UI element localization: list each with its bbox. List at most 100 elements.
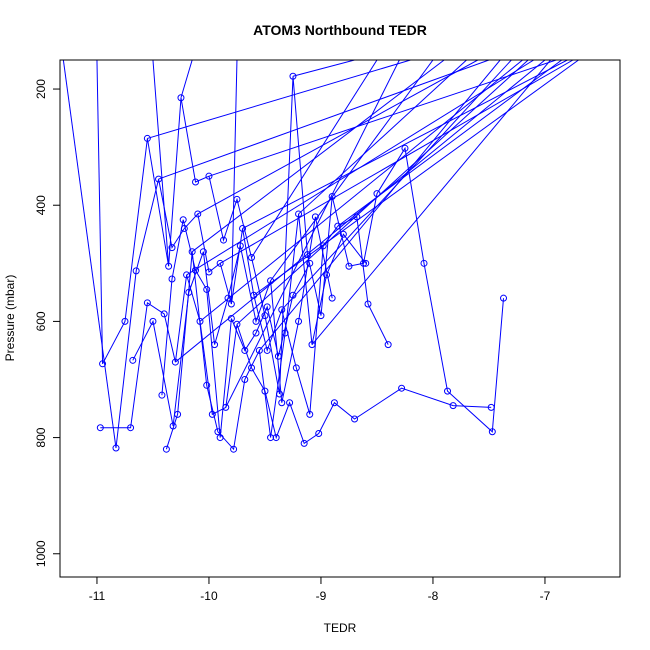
x-tick-label: -10 bbox=[200, 589, 218, 603]
data-point bbox=[255, 346, 263, 354]
series-group bbox=[129, 213, 336, 430]
series-overflow-line bbox=[230, 60, 238, 304]
data-point bbox=[278, 399, 286, 407]
data-point bbox=[353, 213, 361, 221]
data-point bbox=[216, 259, 224, 267]
data-point bbox=[194, 210, 202, 218]
y-tick-label: 200 bbox=[34, 79, 48, 99]
data-point bbox=[308, 341, 316, 349]
series-overflow-line bbox=[180, 60, 193, 98]
data-point bbox=[208, 410, 216, 418]
data-point bbox=[315, 430, 323, 438]
plot-frame bbox=[59, 59, 621, 578]
y-tick-label: 600 bbox=[34, 311, 48, 331]
data-point bbox=[158, 391, 166, 399]
data-point bbox=[168, 275, 176, 283]
series-overflow-line bbox=[337, 60, 563, 227]
data-point bbox=[444, 387, 452, 395]
series-overflow-line bbox=[158, 60, 490, 180]
data-point bbox=[328, 294, 336, 302]
series-line bbox=[115, 178, 389, 449]
data-point bbox=[304, 251, 312, 259]
data-point bbox=[205, 172, 213, 180]
data-point bbox=[183, 271, 191, 279]
data-point bbox=[112, 444, 120, 452]
data-point bbox=[171, 358, 179, 366]
data-point bbox=[162, 445, 170, 453]
data-point bbox=[311, 213, 319, 221]
data-point bbox=[185, 288, 193, 296]
data-point bbox=[300, 439, 308, 447]
data-point bbox=[121, 317, 129, 325]
data-point bbox=[177, 94, 185, 102]
data-point bbox=[500, 294, 508, 302]
data-point bbox=[319, 242, 327, 250]
data-point bbox=[241, 346, 249, 354]
data-point bbox=[99, 360, 107, 368]
data-point bbox=[241, 375, 249, 383]
series-overflow-line bbox=[191, 60, 445, 253]
series-group bbox=[158, 216, 314, 442]
series-overflow-line bbox=[199, 60, 523, 322]
data-point bbox=[398, 384, 406, 392]
data-point bbox=[449, 402, 457, 410]
series-overflow-line bbox=[281, 60, 512, 311]
x-axis: -11 -10 -9 -8 -7 bbox=[89, 577, 551, 603]
series-line bbox=[102, 76, 504, 433]
data-point bbox=[203, 381, 211, 389]
data-point bbox=[364, 300, 372, 308]
data-point bbox=[160, 310, 168, 318]
data-point bbox=[132, 267, 140, 275]
series-overflow-line bbox=[197, 60, 479, 215]
data-point bbox=[165, 262, 173, 270]
data-point bbox=[306, 259, 314, 267]
data-point bbox=[334, 222, 342, 230]
data-point bbox=[248, 254, 256, 262]
series-overflow-line bbox=[258, 60, 501, 351]
data-point bbox=[96, 424, 104, 432]
data-point bbox=[233, 195, 241, 203]
data-point bbox=[362, 259, 370, 267]
data-point bbox=[351, 415, 359, 423]
data-point bbox=[401, 144, 409, 152]
data-point bbox=[129, 356, 137, 364]
data-point bbox=[278, 306, 286, 314]
data-point bbox=[192, 266, 200, 274]
data-point bbox=[373, 190, 381, 198]
data-point bbox=[263, 303, 271, 311]
data-point bbox=[220, 236, 228, 244]
y-axis-label: Pressure (mbar) bbox=[3, 275, 17, 362]
series-overflow-line bbox=[242, 60, 568, 229]
data-point bbox=[227, 300, 235, 308]
data-point bbox=[263, 346, 271, 354]
x-tick-label: -11 bbox=[89, 589, 106, 603]
data-point bbox=[127, 424, 135, 432]
data-point bbox=[306, 410, 314, 418]
data-point bbox=[292, 364, 300, 372]
data-point bbox=[289, 72, 297, 80]
data-point bbox=[274, 352, 282, 360]
data-point bbox=[143, 134, 151, 142]
data-point bbox=[328, 193, 336, 201]
chart-title: ATOM3 Northbound TEDR bbox=[253, 22, 427, 38]
data-point bbox=[227, 315, 235, 322]
data-point bbox=[224, 294, 232, 302]
data-point bbox=[143, 299, 151, 307]
data-point bbox=[252, 317, 260, 325]
data-point bbox=[330, 399, 338, 407]
data-point bbox=[236, 242, 244, 250]
data-point bbox=[155, 175, 163, 183]
x-tick-label: -7 bbox=[540, 589, 551, 603]
data-point bbox=[295, 317, 303, 325]
series-line bbox=[161, 219, 311, 438]
y-tick-label: 800 bbox=[34, 427, 48, 447]
series-line bbox=[165, 213, 367, 451]
y-tick-label: 1000 bbox=[34, 540, 48, 567]
series-overflow-line bbox=[147, 60, 411, 139]
data-point bbox=[248, 364, 256, 372]
series-overflow-line bbox=[152, 60, 170, 267]
series-overflow-line bbox=[270, 60, 434, 282]
data-point bbox=[339, 230, 347, 238]
series-overflow-line bbox=[62, 60, 117, 449]
